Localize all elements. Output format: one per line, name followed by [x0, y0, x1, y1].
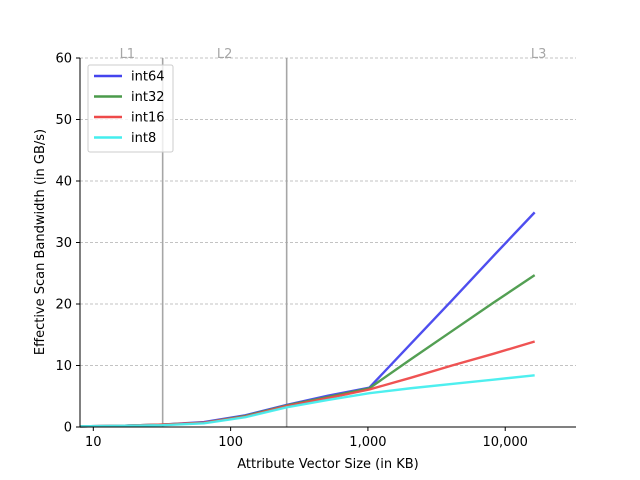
legend-label-int64: int64	[131, 70, 165, 85]
y-tick-label: 10	[55, 359, 72, 374]
legend-label-int32: int32	[131, 90, 165, 105]
x-tick-label: 1,000	[349, 435, 386, 450]
y-tick-label: 20	[55, 298, 72, 313]
y-tick-label: 30	[55, 236, 72, 251]
ticks: 0 10 20 30 40 50 60 10 100 1,000 10,000	[55, 52, 528, 451]
y-axis-title: Effective Scan Bandwidth (in GB/s)	[33, 129, 48, 355]
y-tick-label: 50	[55, 113, 72, 128]
legend: int64 int32 int16 int8	[87, 64, 174, 153]
series-lines	[79, 211, 536, 428]
y-tick-label: 60	[55, 52, 72, 67]
legend-label-int8: int8	[131, 131, 156, 146]
cache-boundaries: L1 L2 L3	[120, 47, 547, 427]
cache-label-l2: L2	[217, 47, 233, 62]
x-tick-label: 10,000	[482, 435, 528, 450]
x-tick-label: 10	[85, 435, 102, 450]
series-line-int8	[79, 374, 535, 428]
x-axis-title: Attribute Vector Size (in KB)	[237, 457, 418, 472]
x-tick-label: 100	[218, 435, 243, 450]
cache-label-l3: L3	[531, 47, 547, 62]
y-tick-label: 40	[55, 175, 72, 190]
y-tick-label: 0	[64, 421, 72, 436]
legend-box	[87, 64, 174, 153]
cache-label-l1: L1	[120, 47, 136, 62]
legend-label-int16: int16	[131, 111, 165, 126]
